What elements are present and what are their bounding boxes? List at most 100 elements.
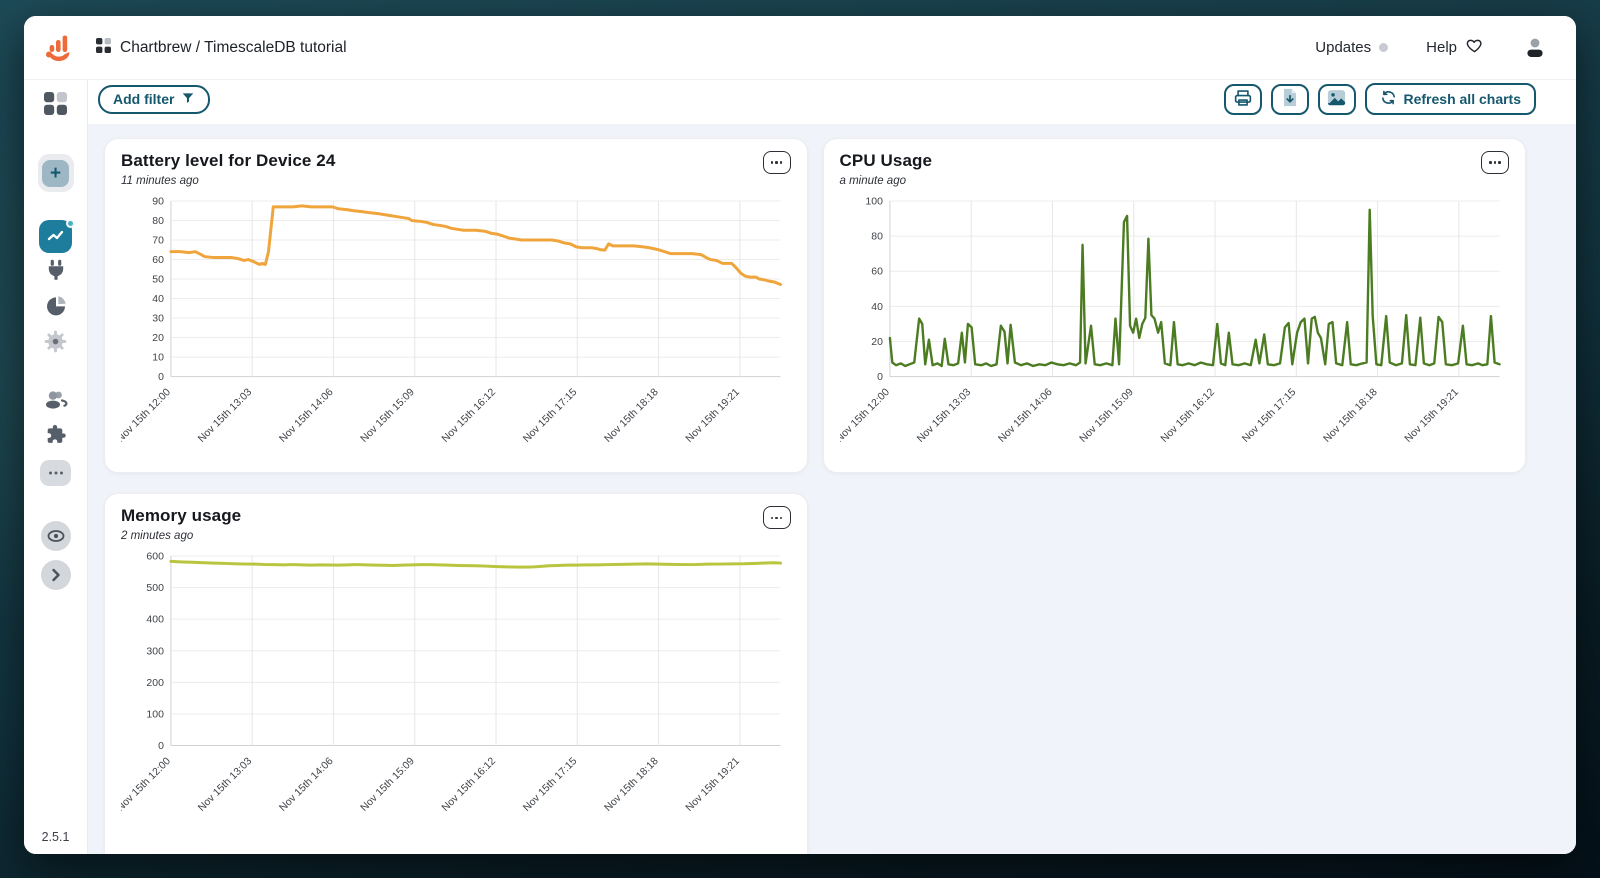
printer-icon [1233,89,1253,110]
svg-text:20: 20 [152,333,164,344]
svg-text:Nov 15th 16:12: Nov 15th 16:12 [1159,387,1217,445]
svg-text:40: 40 [871,302,883,313]
svg-text:30: 30 [152,314,164,325]
sidebar-item-add-chart[interactable]: + [37,154,74,192]
svg-text:Nov 15th 13:03: Nov 15th 13:03 [915,387,973,445]
chart-updated-label: 11 minutes ago [121,175,199,187]
print-button[interactable] [1223,83,1262,115]
svg-text:Nov 15th 18:18: Nov 15th 18:18 [1321,387,1379,445]
sidebar-item-team[interactable] [38,383,74,419]
sidebar-item-charts[interactable] [38,218,75,254]
pie-chart-icon [44,294,68,323]
sidebar-item-more[interactable] [38,455,74,491]
memory-line-chart: 0 100 200 300 400 500 600 Nov 15th 12:00 Nov 15t… [121,548,791,847]
svg-text:60: 60 [152,255,164,266]
sidebar-item-settings[interactable] [38,326,74,362]
svg-text:Nov 15th 18:18: Nov 15th 18:18 [603,387,661,445]
svg-text:0: 0 [158,372,164,383]
chart-menu-button[interactable] [762,151,791,174]
svg-text:300: 300 [146,647,164,658]
notification-badge-dot [65,219,75,228]
svg-text:Nov 15th 17:15: Nov 15th 17:15 [521,387,579,445]
svg-text:Nov 15th 14:06: Nov 15th 14:06 [278,387,336,445]
puzzle-icon [44,423,68,452]
sidebar-item-connections[interactable] [38,254,74,290]
svg-text:0: 0 [158,741,164,752]
sidebar-item-integrations[interactable] [38,419,74,455]
chart-menu-button[interactable] [762,506,791,530]
file-download-icon [1282,88,1298,110]
svg-text:80: 80 [152,216,164,227]
projects-grid-icon [96,37,111,58]
svg-text:Nov 15th 12:00: Nov 15th 12:00 [121,756,173,814]
updates-badge-dot [1379,43,1389,52]
updates-link[interactable]: Updates [1315,39,1389,56]
dashboard-toolbar: Add filter [88,80,1576,124]
chart-card-memory: Memory usage 2 minutes ago 0 100 200 300 400… [104,493,808,854]
breadcrumb[interactable]: Chartbrew / TimescaleDB tutorial [96,37,347,58]
svg-text:500: 500 [146,583,164,594]
svg-text:Nov 15th 12:00: Nov 15th 12:00 [840,387,892,445]
svg-text:Nov 15th 15:09: Nov 15th 15:09 [1077,387,1135,445]
svg-text:60: 60 [871,267,883,278]
filter-funnel-icon [181,91,195,108]
svg-text:10: 10 [152,353,164,364]
svg-text:Nov 15th 12:00: Nov 15th 12:00 [121,387,173,445]
chart-card-cpu: CPU Usage a minute ago 0 20 40 60 80 100 Nov 1… [822,138,1526,474]
help-label: Help [1426,39,1457,56]
charts-grid: Battery level for Device 24 11 minutes a… [88,124,1576,854]
svg-text:Nov 15th 13:03: Nov 15th 13:03 [196,387,254,445]
battery-line-chart: 0 10 20 30 40 50 60 70 80 90 Nov 15th 12:00 Nov 15t… [121,193,791,466]
breadcrumb-text: Chartbrew / TimescaleDB tutorial [120,38,347,56]
heart-icon [1465,37,1484,59]
svg-text:80: 80 [871,232,883,243]
sidebar-item-projects[interactable] [38,88,74,124]
chart-title: Memory usage [121,506,242,526]
chartbrew-logo-icon[interactable] [44,31,78,65]
refresh-all-charts-button[interactable]: Refresh all charts [1364,83,1536,115]
svg-text:Nov 15th 18:18: Nov 15th 18:18 [603,756,661,814]
svg-text:0: 0 [877,372,883,383]
app-window: Chartbrew / TimescaleDB tutorial Updates… [24,16,1576,854]
sidebar-item-collapse[interactable] [38,557,74,593]
gear-icon [43,329,68,359]
sidebar-item-public-view[interactable] [38,518,74,554]
svg-text:Nov 15th 16:12: Nov 15th 16:12 [440,387,498,445]
svg-text:20: 20 [871,337,883,348]
help-link[interactable]: Help [1426,37,1484,59]
svg-text:100: 100 [865,196,883,207]
user-avatar[interactable] [1522,35,1548,61]
svg-text:Nov 15th 17:15: Nov 15th 17:15 [1240,387,1298,445]
svg-text:Nov 15th 13:03: Nov 15th 13:03 [196,756,254,814]
svg-text:70: 70 [152,235,164,246]
export-image-button[interactable] [1317,83,1356,115]
updates-label: Updates [1315,39,1372,56]
chart-menu-button[interactable] [1481,151,1509,174]
chart-title: CPU Usage [839,151,933,170]
image-icon [1327,89,1346,109]
chart-card-battery: Battery level for Device 24 11 minutes a… [104,138,808,474]
svg-text:Nov 15th 14:06: Nov 15th 14:06 [278,756,336,814]
chevron-right-icon [40,560,71,590]
svg-text:Nov 15th 19:21: Nov 15th 19:21 [1402,387,1460,445]
main-content: Add filter [88,80,1576,854]
svg-text:400: 400 [146,615,164,626]
export-file-button[interactable] [1270,83,1309,115]
refresh-label: Refresh all charts [1403,91,1522,107]
add-filter-button[interactable]: Add filter [98,84,211,114]
svg-text:40: 40 [152,294,164,305]
svg-text:Nov 15th 15:09: Nov 15th 15:09 [359,756,417,814]
users-icon [43,387,69,416]
svg-text:600: 600 [146,552,164,563]
svg-text:Nov 15th 19:21: Nov 15th 19:21 [684,756,742,814]
chart-updated-label: 2 minutes ago [121,530,194,543]
svg-text:Nov 15th 16:12: Nov 15th 16:12 [440,756,498,814]
app-header: Chartbrew / TimescaleDB tutorial Updates… [24,16,1576,80]
svg-text:Nov 15th 14:06: Nov 15th 14:06 [996,387,1054,445]
svg-text:200: 200 [146,678,164,689]
svg-text:Nov 15th 17:15: Nov 15th 17:15 [521,756,579,814]
svg-text:Nov 15th 15:09: Nov 15th 15:09 [359,387,417,445]
ellipsis-icon [40,460,71,486]
sidebar-item-datasets[interactable] [38,290,74,326]
app-version: 2.5.1 [41,830,70,844]
